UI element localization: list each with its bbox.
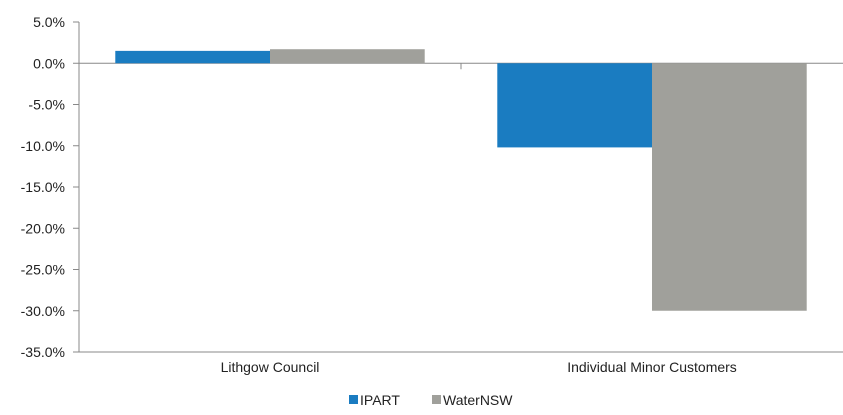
bar-waternsw-2 (652, 63, 807, 311)
y-tick-label: -5.0% (28, 97, 65, 113)
x-axis-labels: Lithgow Council Individual Minor Customer… (221, 63, 737, 375)
y-tick-label: -10.0% (21, 138, 65, 154)
y-tick-label: -15.0% (21, 179, 65, 195)
legend-swatch-ipart (349, 395, 358, 404)
x-category-label: Lithgow Council (221, 359, 320, 375)
legend: IPART WaterNSW (349, 392, 513, 408)
bar-ipart-1 (115, 50, 270, 64)
y-tick-label: -25.0% (21, 262, 65, 278)
y-axis-ticks: 5.0% 0.0% -5.0% -10.0% -15.0% -20.0% -25.0% -30… (21, 14, 79, 360)
y-tick-label: 0.0% (33, 55, 65, 71)
legend-label-waternsw: WaterNSW (443, 392, 513, 408)
y-tick-label: -30.0% (21, 303, 65, 319)
y-tick-label: -20.0% (21, 220, 65, 236)
y-tick-label: -35.0% (21, 344, 65, 360)
y-tick-label: 5.0% (33, 14, 65, 30)
legend-swatch-waternsw (432, 395, 441, 404)
x-category-label: Individual Minor Customers (567, 359, 737, 375)
bars (115, 49, 807, 311)
bar-waternsw-1 (270, 49, 425, 64)
legend-label-ipart: IPART (360, 392, 400, 408)
bar-ipart-2 (497, 63, 652, 148)
